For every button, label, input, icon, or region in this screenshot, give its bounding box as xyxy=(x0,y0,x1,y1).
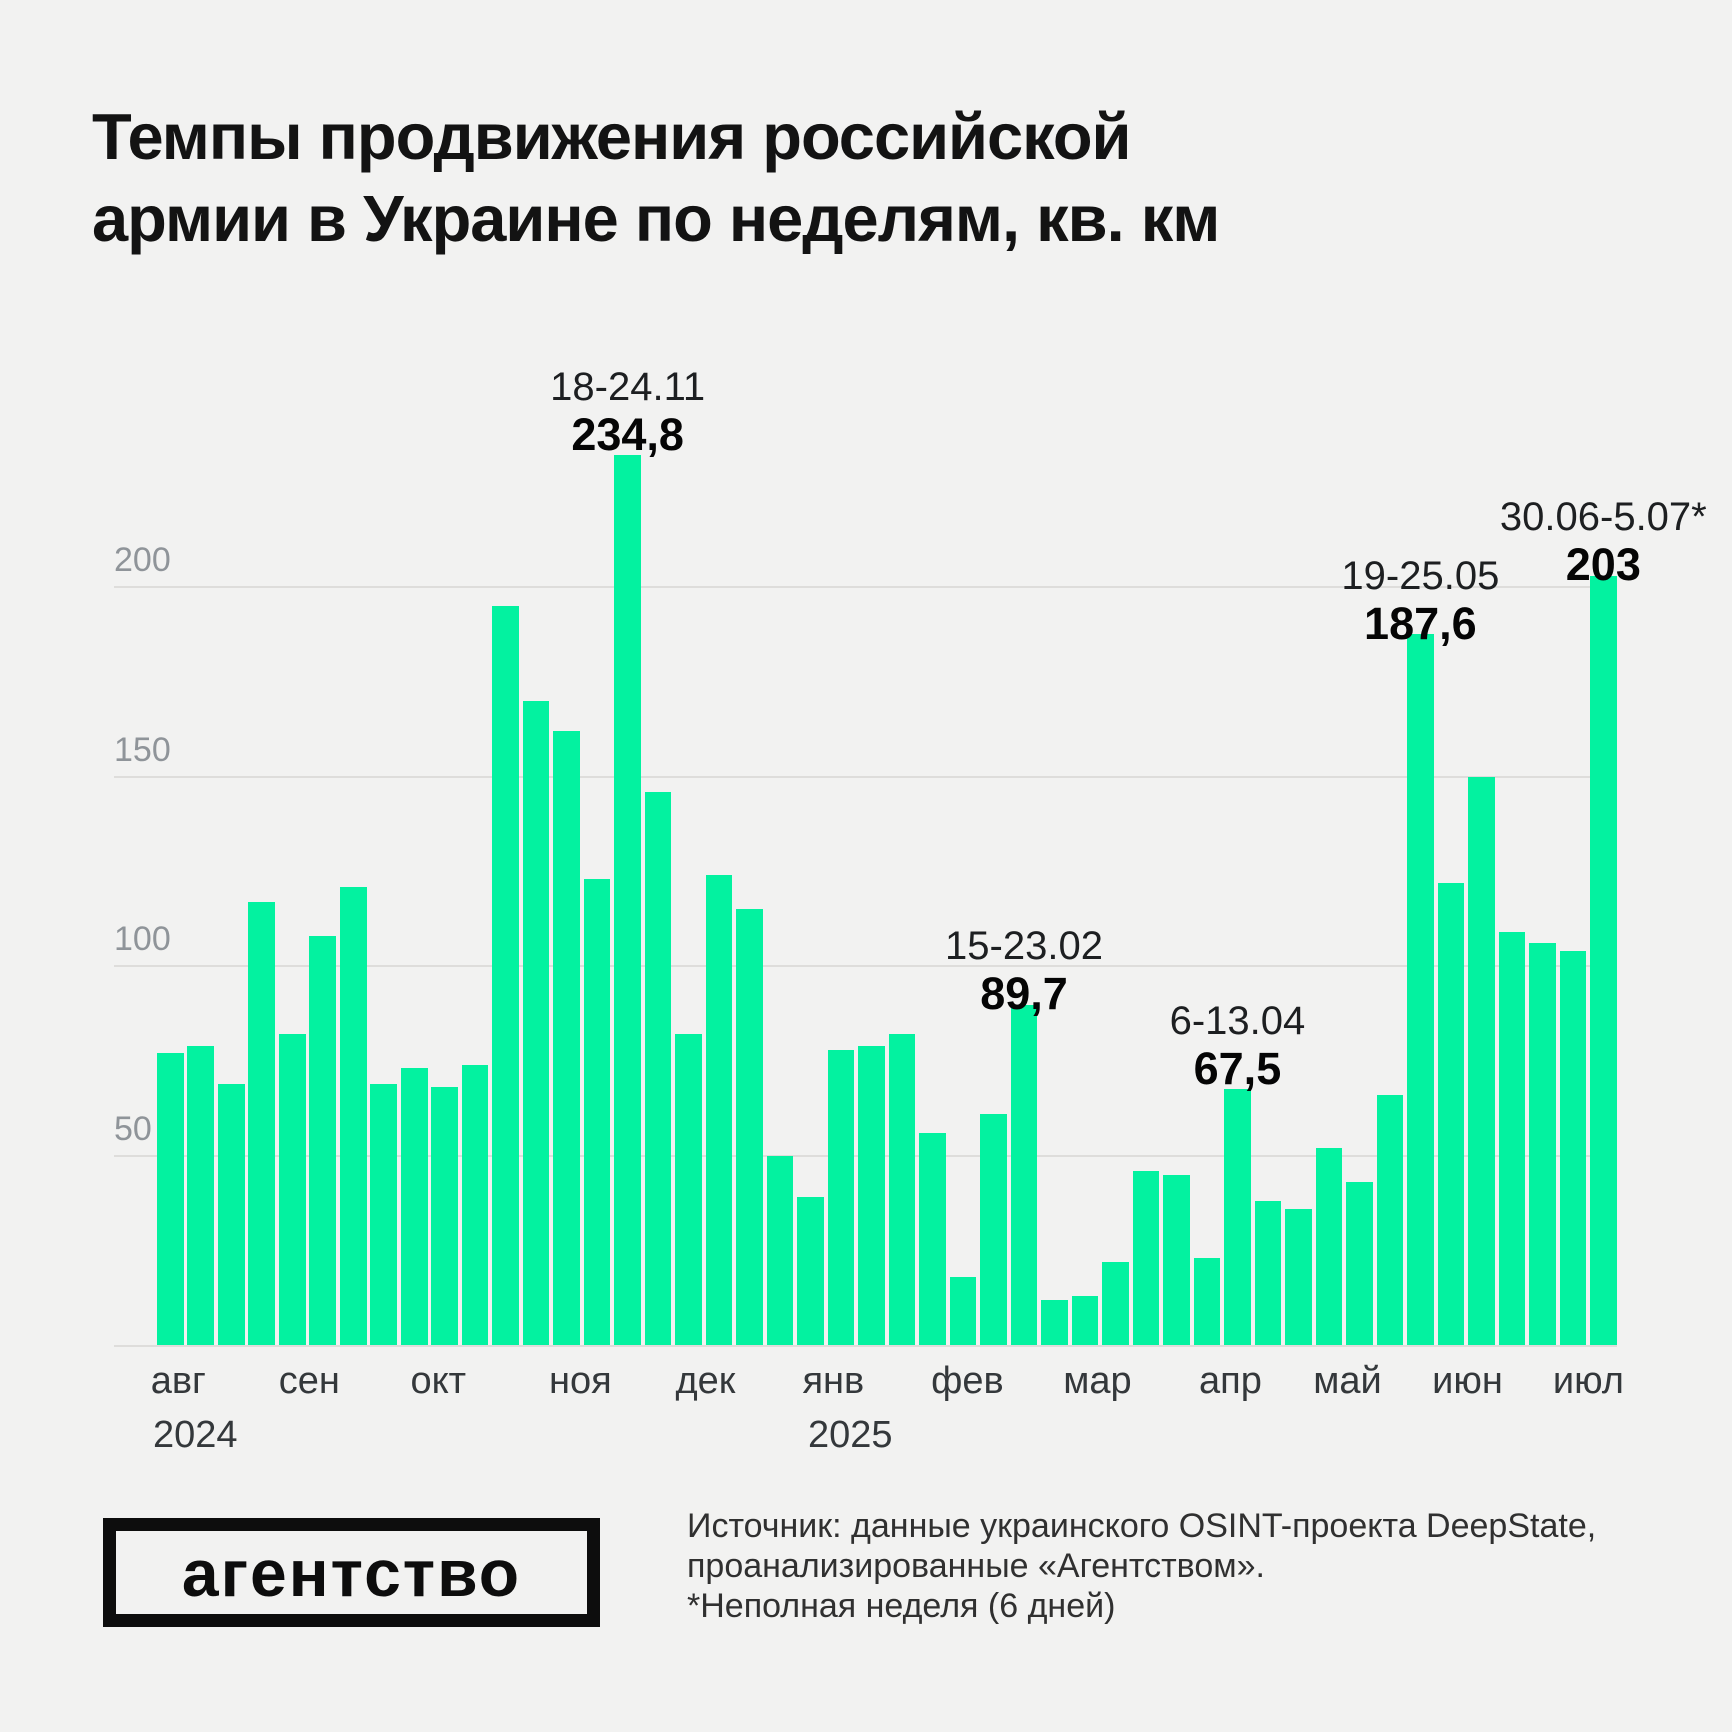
gridline-100 xyxy=(114,965,1617,968)
chart-title-line2: армии в Украине по неделям, кв. км xyxy=(92,182,1220,255)
x-axis-month-1: авг xyxy=(150,1360,206,1402)
bar-week-29 xyxy=(1010,1005,1038,1345)
bar-week-8 xyxy=(370,1083,398,1345)
bar-week-33 xyxy=(1132,1170,1160,1345)
agentstvo-logo: агентство xyxy=(103,1518,600,1627)
annotation-date: 19-25.05 xyxy=(1341,554,1500,598)
bar-week-34 xyxy=(1163,1174,1190,1345)
chart-title-line1: Темпы продвижения российской xyxy=(92,100,1132,173)
bar-week-10 xyxy=(431,1087,458,1345)
x-axis-month-8: мар xyxy=(1063,1360,1132,1402)
bar-week-44 xyxy=(1468,776,1495,1345)
bar-week-48 xyxy=(1590,575,1617,1345)
bar-chart: 50 100 150 200 18-24.11 234,8 15-23.02 89,7 6-13… xyxy=(114,330,1707,1454)
bar-week-47 xyxy=(1559,951,1587,1345)
annotation-203: 30.06-5.07* 203 xyxy=(1500,496,1707,588)
agentstvo-logo-text: агентство xyxy=(181,1535,522,1610)
x-axis-month-12: июл xyxy=(1552,1360,1624,1402)
annotation-date: 6-13.04 xyxy=(1169,999,1306,1043)
x-axis-month-3: окт xyxy=(410,1360,467,1402)
bar-week-26 xyxy=(919,1132,946,1345)
source-line3: *Неполная неделя (6 дней) xyxy=(687,1587,1116,1625)
gridline-200 xyxy=(114,586,1617,589)
bar-week-38 xyxy=(1285,1208,1312,1345)
bar-week-42 xyxy=(1407,634,1434,1345)
bar-week-39 xyxy=(1315,1148,1343,1345)
bar-week-22 xyxy=(797,1197,824,1345)
bar-week-5 xyxy=(278,1034,306,1345)
annotation-date: 30.06-5.07* xyxy=(1499,495,1707,539)
annotation-67-5: 6-13.04 67,5 xyxy=(1170,1000,1306,1092)
annotation-value: 203 xyxy=(1565,539,1641,590)
bar-week-46 xyxy=(1529,943,1556,1345)
bar-week-14 xyxy=(553,731,580,1345)
bar-week-16 xyxy=(614,455,641,1345)
bar-week-24 xyxy=(858,1045,885,1345)
x-axis-month-6: янв xyxy=(802,1360,865,1402)
annotation-89-7: 15-23.02 89,7 xyxy=(945,925,1103,1017)
annotation-value: 67,5 xyxy=(1193,1043,1282,1094)
bar-week-11 xyxy=(461,1064,489,1345)
chart-title: Темпы продвижения российской армии в Укр… xyxy=(92,96,1220,260)
x-axis-line xyxy=(114,1345,1617,1347)
bar-week-23 xyxy=(827,1049,855,1345)
bar-week-17 xyxy=(644,791,672,1345)
bar-week-9 xyxy=(400,1068,428,1345)
annotation-date: 15-23.02 xyxy=(945,924,1103,968)
y-axis-label-100: 100 xyxy=(114,920,171,959)
bar-week-28 xyxy=(980,1113,1007,1345)
bar-week-36 xyxy=(1224,1089,1251,1345)
annotation-value: 89,7 xyxy=(980,968,1068,1019)
bar-week-40 xyxy=(1346,1182,1373,1345)
bar-week-12 xyxy=(492,606,519,1345)
bar-week-30 xyxy=(1041,1299,1068,1345)
bar-week-21 xyxy=(766,1155,794,1345)
x-axis-month-4: ноя xyxy=(549,1360,612,1402)
bar-week-6 xyxy=(309,935,337,1345)
annotation-234-8: 18-24.11 234,8 xyxy=(550,366,705,458)
x-axis-year-2024: 2024 xyxy=(152,1414,238,1456)
bar-week-19 xyxy=(705,875,733,1345)
source-line2: проанализированные «Агентством». xyxy=(687,1547,1265,1585)
bar-week-2 xyxy=(187,1045,215,1345)
bar-week-43 xyxy=(1437,882,1465,1345)
bar-week-4 xyxy=(248,901,276,1345)
x-axis-month-7: фев xyxy=(931,1360,1004,1402)
gridline-150 xyxy=(114,775,1617,778)
x-axis-month-2: сен xyxy=(278,1360,340,1402)
x-axis-month-5: дек xyxy=(675,1360,736,1402)
bar-week-37 xyxy=(1254,1201,1282,1345)
bar-week-32 xyxy=(1102,1261,1129,1345)
annotation-value: 234,8 xyxy=(571,409,684,460)
annotation-value: 187,6 xyxy=(1364,598,1477,649)
source-line1: Источник: данные украинского OSINT-проек… xyxy=(687,1507,1597,1545)
bar-week-3 xyxy=(217,1083,245,1345)
bar-week-18 xyxy=(675,1034,702,1345)
bar-week-13 xyxy=(522,700,550,1345)
bar-week-27 xyxy=(949,1276,977,1345)
annotation-187-6: 19-25.05 187,6 xyxy=(1341,555,1499,647)
bar-week-7 xyxy=(339,886,367,1345)
bar-week-41 xyxy=(1376,1094,1404,1345)
bar-week-15 xyxy=(583,879,611,1345)
bar-week-35 xyxy=(1193,1257,1221,1345)
y-axis-label-150: 150 xyxy=(114,730,171,769)
x-axis-year-2025: 2025 xyxy=(808,1414,893,1456)
source-note: Источник: данные украинского OSINT-проек… xyxy=(687,1506,1596,1626)
bar-week-25 xyxy=(888,1034,916,1345)
y-axis-label-50: 50 xyxy=(114,1109,152,1148)
bar-week-31 xyxy=(1071,1295,1099,1345)
bar-week-45 xyxy=(1498,932,1526,1345)
x-axis-month-9: апр xyxy=(1199,1360,1262,1402)
annotation-date: 18-24.11 xyxy=(550,365,706,409)
y-axis-label-200: 200 xyxy=(114,541,171,580)
bar-week-20 xyxy=(736,909,763,1345)
bar-week-1 xyxy=(157,1053,184,1345)
x-axis-month-10: май xyxy=(1313,1360,1382,1402)
x-axis-month-11: июн xyxy=(1432,1360,1503,1402)
